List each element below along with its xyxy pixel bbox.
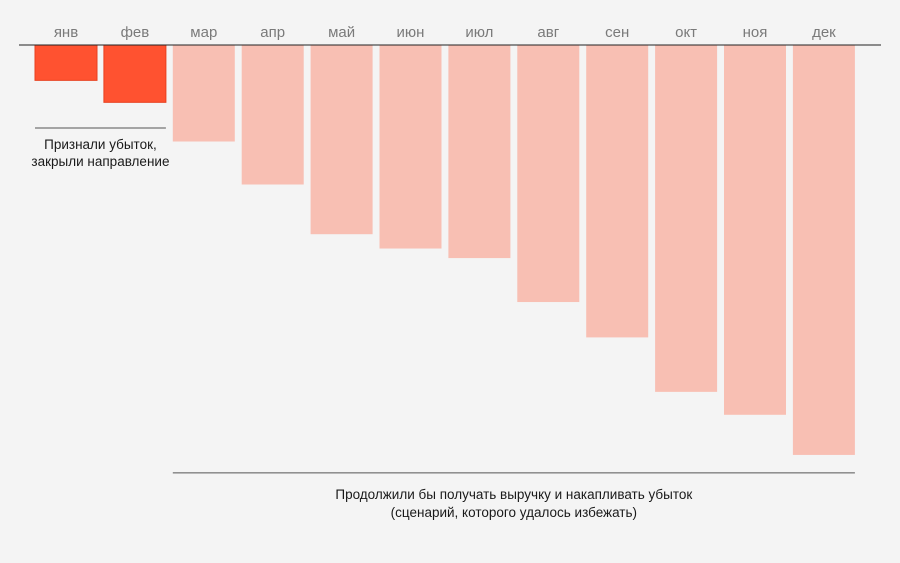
month-label-мар: мар: [190, 24, 217, 41]
realized-annotation-line1: Признали убыток,: [44, 137, 157, 152]
month-label-авг: авг: [537, 24, 559, 41]
bar-июл: [448, 45, 511, 259]
bar-янв: [34, 44, 98, 81]
bar-мар: [172, 45, 235, 142]
month-label-май: май: [328, 24, 355, 41]
month-label-ноя: ноя: [743, 24, 768, 41]
month-label-янв: янв: [54, 24, 78, 41]
month-label-сен: сен: [605, 24, 629, 41]
bars-group: [34, 44, 855, 455]
bar-дек: [792, 45, 855, 455]
month-label-апр: апр: [260, 24, 285, 41]
month-label-июл: июл: [465, 24, 493, 41]
month-label-июн: июн: [397, 24, 425, 41]
bar-май: [310, 45, 373, 235]
month-labels-group: янв фев мар апр май июн июл авг сен окт ноя дек: [54, 24, 836, 41]
realized-annotation-line2: закрыли направление: [31, 154, 169, 169]
bar-сен: [586, 45, 649, 338]
avoided-annotation-line1: Продолжили бы получать выручку и накапли…: [335, 487, 692, 502]
month-label-окт: окт: [675, 24, 697, 41]
month-label-дек: дек: [812, 24, 836, 41]
bar-ноя: [724, 45, 786, 415]
bar-фев: [103, 44, 167, 103]
bar-апр: [241, 45, 304, 185]
bar-июн: [379, 45, 442, 249]
bar-окт: [655, 45, 718, 392]
month-label-фев: фев: [121, 24, 150, 41]
bar-авг: [517, 45, 580, 303]
avoided-annotation-line2: (сценарий, которого удалось избежать): [391, 505, 637, 520]
